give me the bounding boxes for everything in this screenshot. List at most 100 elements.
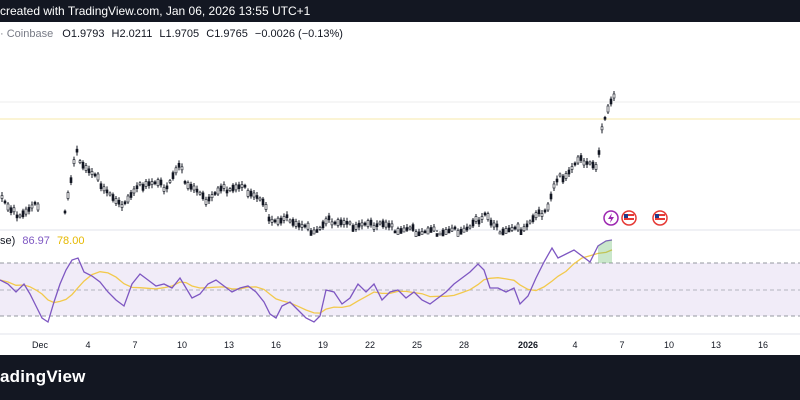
candle-body (504, 228, 508, 234)
candle-body (252, 192, 256, 198)
candle-body (63, 210, 67, 214)
candle-body (390, 223, 394, 228)
candle-body (165, 185, 169, 190)
candle-body (192, 185, 196, 191)
candle-body (90, 171, 94, 175)
candle-body (609, 98, 613, 105)
low-label: L (159, 28, 166, 40)
chart-area[interactable]: Dec 4 7 10 13 16 19 22 25 28 2026 4 7 10 13 16 · Coinba… (0, 22, 800, 355)
candle-body (258, 197, 262, 201)
candle-body (603, 117, 607, 120)
candle-body (414, 231, 418, 237)
candle-body (387, 223, 391, 228)
candle-body (264, 204, 268, 210)
close-label: C (206, 28, 215, 40)
us-flag-icon[interactable] (621, 210, 637, 226)
rsi-ma-value: 78.00 (56, 235, 85, 247)
candle-body (75, 148, 79, 153)
candle-body (303, 224, 307, 228)
candle-body (357, 222, 361, 228)
candle-body (198, 191, 202, 195)
candle-body (528, 220, 532, 224)
caption-text: created with TradingView.com, Jan 06, 20… (0, 4, 311, 18)
candle-body (474, 216, 478, 222)
candle-body (393, 230, 397, 234)
candle-body (174, 167, 178, 174)
candle-body (579, 155, 583, 161)
high-label: H (111, 28, 120, 40)
candle-body (543, 209, 547, 213)
candle-body (129, 192, 133, 198)
candle-body (210, 194, 214, 198)
time-axis: Dec 4 7 10 13 16 19 22 25 28 2026 4 7 10 13 16 (32, 340, 768, 350)
candle-body (189, 183, 193, 190)
candle-body (480, 216, 484, 220)
candle-body (195, 188, 199, 193)
lightning-split-icon[interactable] (603, 210, 619, 226)
candle-body (525, 223, 529, 228)
candle-body (465, 226, 469, 231)
candle-body (24, 208, 28, 215)
candle-body (612, 93, 616, 99)
candle-body (510, 227, 514, 231)
exchange-label: · Coinbase (0, 28, 54, 40)
time-axis-label: 16 (758, 340, 768, 350)
candle-body (519, 229, 523, 235)
candle-body (558, 173, 562, 177)
candle-body (123, 201, 127, 205)
candle-body (459, 229, 463, 235)
candle-body (228, 188, 232, 191)
event-markers[interactable] (603, 210, 668, 226)
candle-body (282, 216, 286, 221)
time-axis-label: 7 (619, 340, 624, 350)
candle-body (276, 217, 280, 225)
candle-body (567, 169, 571, 175)
candle-body (162, 187, 166, 192)
candle-body (531, 215, 535, 222)
rsi-overbought-fill (598, 240, 612, 263)
time-axis-label: 22 (365, 340, 375, 350)
candle-body (102, 186, 106, 192)
candle-body (114, 198, 118, 204)
candle-body (219, 185, 223, 192)
open-label: O (62, 28, 71, 40)
candle-body (345, 221, 349, 225)
time-axis-label: 4 (85, 340, 90, 350)
candle-body (450, 227, 454, 232)
us-flag-icon[interactable] (652, 210, 668, 226)
candle-body (600, 126, 604, 131)
candle-body (384, 221, 388, 228)
rsi-value: 86.97 (22, 235, 50, 247)
candle-body (336, 219, 340, 226)
candle-body (492, 222, 496, 228)
candle-body (447, 228, 451, 234)
candle-body (453, 226, 457, 230)
candle-body (267, 216, 271, 222)
candle-body (489, 219, 493, 226)
candle-body (360, 222, 364, 227)
candle-body (156, 179, 160, 186)
candle-body (204, 199, 208, 205)
candle-body (555, 178, 559, 183)
candle-body (522, 226, 526, 232)
candle-body (120, 204, 124, 208)
candle-body (306, 222, 310, 230)
candle-body (78, 160, 82, 163)
candle-body (405, 227, 409, 231)
candle-body (201, 192, 205, 200)
candle-body (231, 184, 235, 192)
time-axis-label: 13 (711, 340, 721, 350)
candle-body (381, 220, 385, 228)
candle-body (285, 214, 289, 218)
candle-body (66, 192, 70, 199)
candle-body (3, 200, 7, 204)
candle-body (27, 207, 31, 212)
candle-body (594, 164, 598, 170)
candle-body (420, 231, 424, 235)
price-chart[interactable]: Dec 4 7 10 13 16 19 22 25 28 2026 4 7 10 13 16 (0, 22, 800, 355)
candle-body (432, 226, 436, 232)
candle-body (372, 225, 376, 230)
candle-body (237, 184, 241, 189)
rsi-legend: se) 86.97 78.00 (0, 235, 84, 247)
candle-body (33, 201, 37, 205)
